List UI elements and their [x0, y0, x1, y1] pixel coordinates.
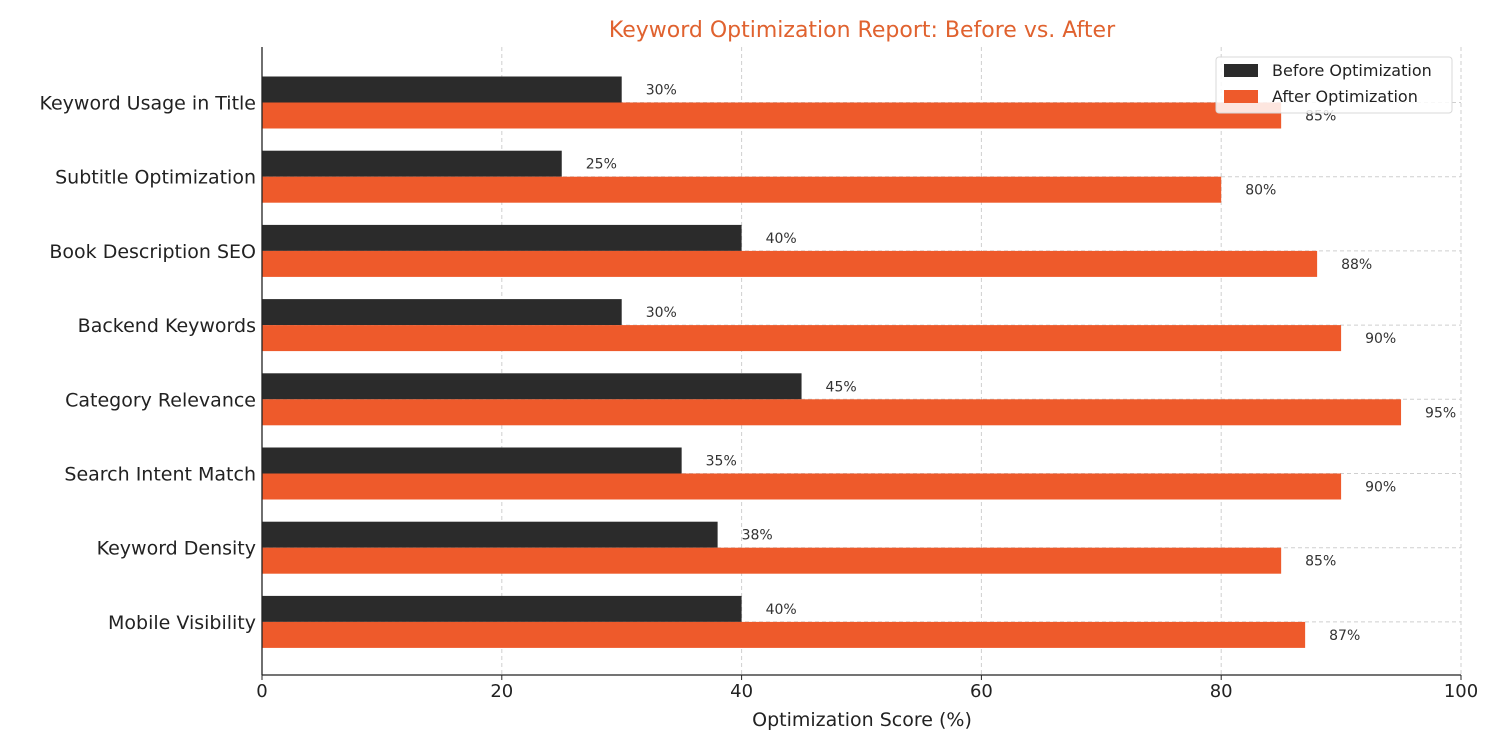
data-label: 40%: [766, 231, 797, 247]
data-label: 45%: [826, 379, 857, 395]
data-label: 35%: [706, 454, 737, 470]
data-label: 38%: [742, 528, 773, 544]
bar-before: [262, 76, 622, 103]
bar-after: [262, 547, 1282, 574]
y-tick-label: Keyword Density: [97, 538, 256, 560]
data-label: 30%: [646, 83, 677, 99]
y-tick-label: Backend Keywords: [78, 315, 256, 337]
bar-before: [262, 447, 682, 474]
bar-before: [262, 521, 718, 548]
bar-after: [262, 399, 1402, 426]
x-tick-label: 80: [1210, 681, 1233, 702]
data-label: 30%: [646, 305, 677, 321]
data-label: 88%: [1341, 257, 1372, 273]
data-label: 90%: [1365, 331, 1396, 347]
y-tick-label: Mobile Visibility: [108, 612, 256, 634]
bar-before: [262, 150, 562, 177]
bar-after: [262, 325, 1342, 352]
grid: [262, 47, 1462, 675]
bar-before: [262, 224, 742, 251]
legend-label: Before Optimization: [1272, 61, 1432, 80]
data-label: 90%: [1365, 480, 1396, 496]
bar-after: [262, 250, 1318, 277]
x-tick-label: 60: [970, 681, 993, 702]
y-tick-label: Keyword Usage in Title: [39, 93, 256, 115]
legend: Before Optimization After Optimization: [1215, 56, 1453, 114]
bar-after: [262, 102, 1282, 129]
x-tick-label: 100: [1444, 681, 1478, 702]
y-tick-label: Subtitle Optimization: [55, 167, 256, 189]
legend-box: [1215, 56, 1453, 114]
x-tick-label: 0: [256, 681, 267, 702]
y-tick-label: Book Description SEO: [49, 241, 256, 263]
x-axis-label: Optimization Score (%): [752, 709, 972, 731]
x-tick-label: 20: [490, 681, 513, 702]
x-tick-label: 40: [730, 681, 753, 702]
data-label: 80%: [1245, 183, 1276, 199]
y-tick-label: Search Intent Match: [64, 464, 256, 486]
axes: Keyword Usage in Title Subtitle Optimizat…: [39, 47, 1478, 702]
data-label: 25%: [586, 157, 617, 173]
bar-before: [262, 373, 802, 400]
chart-title: Keyword Optimization Report: Before vs. …: [609, 18, 1116, 43]
data-label: 95%: [1425, 405, 1456, 421]
data-label: 85%: [1305, 554, 1336, 570]
bars: [262, 76, 1402, 648]
bar-after: [262, 621, 1306, 648]
bar-after: [262, 176, 1222, 203]
legend-label: After Optimization: [1272, 87, 1418, 106]
bar-before: [262, 595, 742, 622]
legend-swatch: [1224, 64, 1258, 77]
bar-before: [262, 299, 622, 326]
data-label: 87%: [1329, 628, 1360, 644]
bar-after: [262, 473, 1342, 500]
legend-swatch: [1224, 90, 1258, 103]
data-label: 40%: [766, 602, 797, 618]
y-tick-label: Category Relevance: [65, 389, 256, 411]
